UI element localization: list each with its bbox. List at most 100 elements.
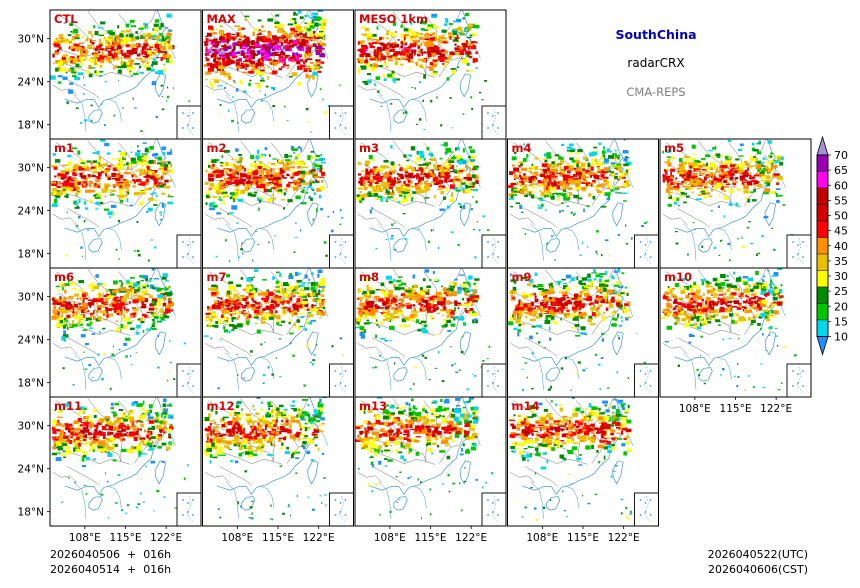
colorbar-tick-label: 35 bbox=[834, 255, 848, 268]
inset-map bbox=[329, 105, 354, 140]
colorbar-tick-label: 30 bbox=[834, 270, 848, 283]
panel-label: m8 bbox=[359, 270, 379, 284]
xtick-label: 115°E bbox=[262, 532, 294, 544]
xtick-label: 108°E bbox=[69, 532, 101, 544]
ytick-label: 24°N bbox=[18, 335, 44, 347]
colorbar-segment bbox=[816, 237, 829, 255]
ytick-label: 30°N bbox=[18, 34, 44, 46]
inset-map bbox=[176, 363, 202, 398]
colorbar-tick-label: 25 bbox=[834, 285, 848, 298]
panel-label: m1 bbox=[54, 141, 74, 155]
xtick-label: 122°E bbox=[303, 532, 335, 544]
inset-map bbox=[481, 105, 507, 140]
panel-label: CTL bbox=[54, 12, 78, 26]
map-panel: m14 108°E 115°E 122°E bbox=[507, 396, 659, 544]
inset-map bbox=[329, 234, 354, 269]
map-panel: m4 bbox=[507, 138, 659, 269]
panel-label: m10 bbox=[664, 270, 692, 284]
map-panel: m6 30°N 24°N 18°N bbox=[18, 267, 202, 398]
init-time-utc: 2026040506 + 016h bbox=[50, 548, 171, 561]
inset-map bbox=[176, 234, 202, 269]
xtick-label: 108°E bbox=[221, 532, 253, 544]
panel-label: m4 bbox=[512, 141, 532, 155]
inset-map bbox=[481, 492, 507, 527]
xtick-label: 115°E bbox=[567, 532, 599, 544]
colorbar-tick-label: 10 bbox=[834, 331, 848, 344]
map-panel: m10 108°E 115°E 122°E bbox=[659, 267, 812, 415]
map-panel: MAX bbox=[202, 9, 354, 140]
inset-map bbox=[481, 234, 507, 269]
map-panel: m7 bbox=[202, 267, 354, 398]
colorbar-segment bbox=[816, 303, 829, 321]
xtick-label: 108°E bbox=[526, 532, 558, 544]
colorbar-tick-label: 40 bbox=[834, 240, 848, 253]
colorbar-segment bbox=[816, 204, 829, 222]
ytick-label: 24°N bbox=[18, 464, 44, 476]
colorbar-segment bbox=[816, 187, 829, 205]
map-panel: m13 108°E 115°E 122°E bbox=[354, 396, 507, 544]
system-label: CMA-REPS bbox=[626, 85, 685, 99]
xtick-label: 122°E bbox=[608, 532, 640, 544]
panel-label: m3 bbox=[359, 141, 379, 155]
map-panel: MESO 1km bbox=[354, 9, 507, 140]
ytick-label: 18°N bbox=[18, 120, 44, 132]
colorbar-segment bbox=[816, 319, 829, 337]
map-panel: m3 bbox=[354, 138, 507, 269]
init-time-cst: 2026040514 + 016h bbox=[50, 563, 171, 576]
inset-map bbox=[634, 492, 659, 527]
footer: 2026040506 + 016h 2026040514 + 016h 2026… bbox=[50, 548, 808, 576]
map-panel: m5 bbox=[659, 138, 812, 269]
map-panel: m2 bbox=[202, 138, 354, 269]
xtick-label: 115°E bbox=[415, 532, 447, 544]
colorbar-tick-label: 60 bbox=[834, 179, 848, 192]
colorbar-segment bbox=[816, 253, 829, 271]
inset-map bbox=[786, 234, 812, 269]
inset-map bbox=[176, 492, 202, 527]
ytick-label: 30°N bbox=[18, 292, 44, 304]
ytick-label: 18°N bbox=[18, 249, 44, 261]
xtick-label: 122°E bbox=[455, 532, 487, 544]
colorbar-segment bbox=[816, 171, 829, 189]
ytick-label: 24°N bbox=[18, 77, 44, 89]
colorbar: 10 15 20 25 30 35 40 45 50 55 60 65 70 bbox=[816, 135, 848, 356]
panel-label: m11 bbox=[54, 399, 82, 413]
map-panel: m1 30°N 24°N 18°N bbox=[18, 138, 202, 269]
colorbar-segment bbox=[816, 286, 829, 304]
ytick-label: 30°N bbox=[18, 421, 44, 433]
colorbar-tick-label: 55 bbox=[834, 194, 848, 207]
xtick-label: 108°E bbox=[374, 532, 406, 544]
xtick-label: 115°E bbox=[110, 532, 142, 544]
colorbar-segment bbox=[816, 270, 829, 288]
panel-label: m7 bbox=[207, 270, 227, 284]
panel-grid: CTL 30°N 24°N 18°N MAX MESO 1km m1 30°N 24°N 18°N… bbox=[18, 9, 812, 544]
panel-label: m6 bbox=[54, 270, 74, 284]
panel-label: m2 bbox=[207, 141, 227, 155]
colorbar-tick-label: 15 bbox=[834, 315, 848, 328]
inset-map bbox=[481, 363, 507, 398]
map-panel: m8 bbox=[354, 267, 507, 398]
colorbar-tick-label: 50 bbox=[834, 210, 848, 223]
ytick-label: 18°N bbox=[18, 378, 44, 390]
panel-label: m5 bbox=[664, 141, 684, 155]
product-label: radarCRX bbox=[627, 56, 684, 70]
panel-label: m12 bbox=[207, 399, 235, 413]
map-panel: CTL 30°N 24°N 18°N bbox=[18, 9, 202, 140]
colorbar-tick-label: 65 bbox=[834, 164, 848, 177]
colorbar-extend-max bbox=[816, 135, 829, 156]
inset-map bbox=[329, 363, 354, 398]
inset-map bbox=[634, 363, 659, 398]
region-title: SouthChina bbox=[615, 27, 696, 42]
ytick-label: 18°N bbox=[18, 507, 44, 519]
panel-label: m13 bbox=[359, 399, 387, 413]
inset-map bbox=[176, 105, 202, 140]
inset-map bbox=[634, 234, 659, 269]
map-panel: m9 bbox=[507, 267, 659, 398]
legend-text: SouthChina radarCRX CMA-REPS bbox=[615, 27, 696, 99]
panel-label: MESO 1km bbox=[359, 12, 428, 26]
colorbar-segment bbox=[816, 154, 829, 172]
colorbar-tick-label: 70 bbox=[834, 149, 848, 162]
xtick-label: 122°E bbox=[760, 403, 792, 415]
panel-label: m9 bbox=[512, 270, 532, 284]
xtick-label: 115°E bbox=[720, 403, 752, 415]
